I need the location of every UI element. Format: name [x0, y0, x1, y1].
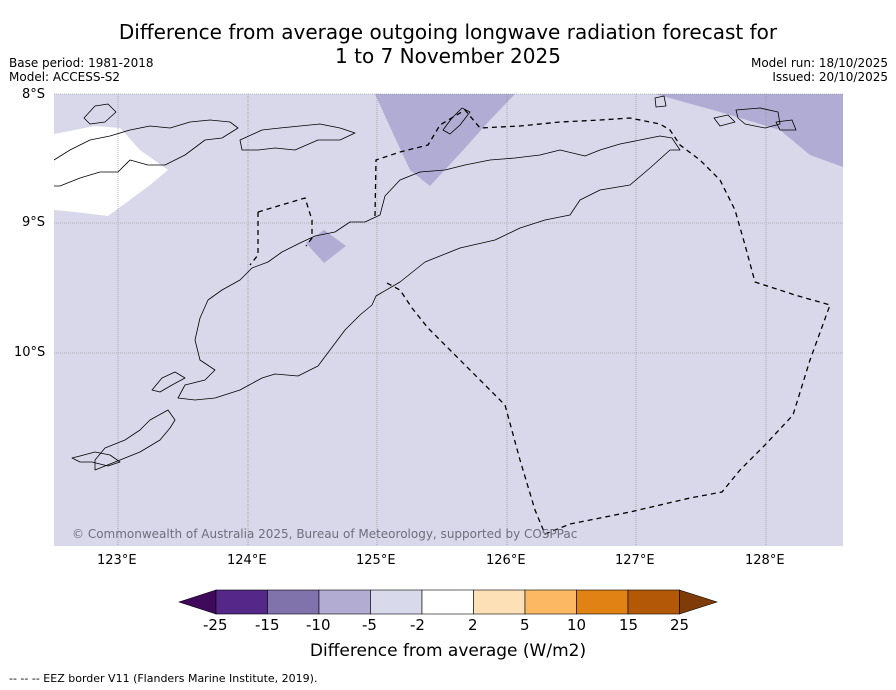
neutral-region: [54, 126, 168, 216]
meta-left: Base period: 1981-2018 Model: ACCESS-S2: [9, 56, 154, 84]
colorbar-segments: [178, 589, 718, 615]
coastline-alor: [83, 103, 117, 125]
colorbar-tick-6: 5: [520, 616, 530, 634]
colorbar-tick-8: 15: [619, 616, 639, 634]
coastline-small-island-3: [654, 95, 667, 108]
coastline-north-island: [735, 107, 781, 129]
model-name: Model: ACCESS-S2: [9, 70, 121, 84]
coastline-small-island-2: [775, 119, 797, 131]
base-period: Base period: 1981-2018: [9, 56, 154, 70]
eez-border: [249, 109, 831, 535]
lat-label-10s: 10°S: [14, 345, 46, 360]
colorbar-segment-3: [318, 589, 371, 615]
colorbar-segment-6: [473, 589, 526, 615]
coastline-flores: [53, 119, 239, 187]
colorbar-segment-2: [267, 589, 320, 615]
anomaly-region-small: [306, 230, 346, 263]
colorbar-tick-5: 2: [468, 616, 478, 634]
colorbar-segment-5: [421, 589, 474, 615]
colorbar-segment-8: [576, 589, 629, 615]
colorbar-tick-9: 25: [670, 616, 690, 634]
colorbar-tick-0: -25: [203, 616, 228, 634]
title-line-2: 1 to 7 November 2025: [335, 44, 561, 68]
coastline-rote: [94, 409, 176, 471]
lat-label-8s: 8°S: [22, 87, 46, 102]
colorbar-tick-2: -10: [306, 616, 331, 634]
coastline-semau: [151, 371, 186, 393]
gridlines: [54, 93, 843, 546]
lon-label-126e: 126°E: [486, 553, 526, 568]
title-line-1: Difference from average outgoing longwav…: [118, 20, 778, 44]
colorbar-tick-1: -15: [255, 616, 280, 634]
colorbar-extend-high: [679, 589, 718, 615]
colorbar-segment-1: [215, 589, 268, 615]
colorbar-segment-9: [627, 589, 680, 615]
issued-date: Issued: 20/10/2025: [772, 70, 888, 84]
model-run: Model run: 18/10/2025: [750, 56, 888, 70]
coastline-lembata: [239, 123, 356, 151]
coastline-timor: [177, 135, 681, 401]
meta-right: Model run: 18/10/2025 Issued: 20/10/2025: [751, 56, 888, 84]
lat-label-9s: 9°S: [22, 215, 46, 230]
chart-title: Difference from average outgoing longwav…: [0, 20, 896, 68]
colorbar-tick-3: -5: [362, 616, 377, 634]
lon-label-127e: 127°E: [615, 553, 655, 568]
lon-label-124e: 124°E: [227, 553, 267, 568]
lon-label-123e: 123°E: [97, 553, 137, 568]
coastline-small-island-1: [713, 114, 736, 127]
footer-legend: -- -- -- EEZ border V11 (Flanders Marine…: [9, 672, 318, 685]
colorbar-segment-7: [524, 589, 577, 615]
colorbar-title: Difference from average (W/m2): [309, 641, 587, 661]
lon-label-128e: 128°E: [745, 553, 785, 568]
colorbar-extend-low: [178, 589, 217, 615]
colorbar-tick-4: -2: [410, 616, 425, 634]
eez-border-line: [249, 109, 831, 535]
colorbar-segment-4: [370, 589, 423, 615]
coastline-savu: [71, 451, 121, 467]
anomaly-region-northeast: [655, 94, 843, 167]
copyright-text: © Commonwealth of Australia 2025, Bureau…: [72, 527, 577, 541]
colorbar-tick-7: 10: [567, 616, 587, 634]
lon-label-125e: 125°E: [356, 553, 396, 568]
anomaly-region-north: [375, 94, 515, 186]
coastlines: [53, 95, 797, 471]
